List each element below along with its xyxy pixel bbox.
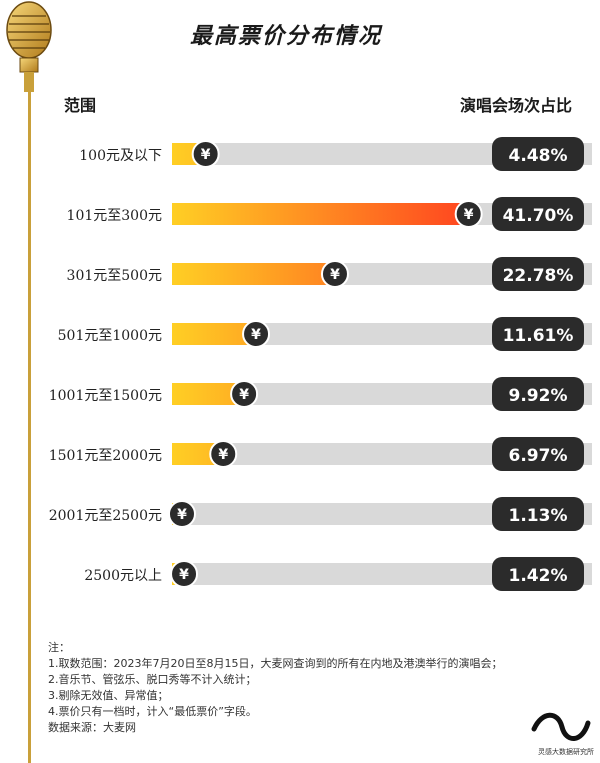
value-label: 11.61% xyxy=(503,326,574,346)
yuan-marker-symbol: ¥ xyxy=(218,447,228,463)
yuan-marker-symbol: ¥ xyxy=(179,567,189,583)
value-badge xyxy=(492,197,584,231)
microphone-stand xyxy=(28,90,31,763)
bar-track xyxy=(172,143,592,165)
notes: 注： 1.取数范围：2023年7月20日至8月15日，大麦网查询到的所有在内地及… xyxy=(48,640,588,736)
category-label: 2001元至2500元 xyxy=(49,508,162,524)
microphone-icon xyxy=(6,1,52,92)
price-distribution-chart: 100元及以下 ¥4.48% 101元至300元 ¥41.70% 301元至500元 ¥2… xyxy=(49,137,592,591)
brand-name: 灵感大数据研究所 xyxy=(538,748,594,756)
value-badge xyxy=(492,557,584,591)
note-line: 1.取数范围：2023年7月20日至8月15日，大麦网查询到的所有在内地及港澳举… xyxy=(48,657,503,670)
category-label: 301元至500元 xyxy=(67,268,162,284)
value-badge xyxy=(492,497,584,531)
category-label: 2500元以上 xyxy=(84,568,162,584)
yuan-marker-symbol: ¥ xyxy=(251,327,261,343)
yuan-marker-symbol: ¥ xyxy=(464,207,474,223)
value-badge xyxy=(492,377,584,411)
bar xyxy=(172,443,222,465)
note-line: 4.票价只有一档时，计入“最低票价”字段。 xyxy=(48,705,257,718)
value-badge xyxy=(492,137,584,171)
bar-track xyxy=(172,443,592,465)
bar-track xyxy=(172,383,592,405)
category-label: 101元至300元 xyxy=(67,208,162,224)
yuan-marker-icon xyxy=(242,320,271,348)
yuan-marker-icon xyxy=(170,560,199,588)
category-label: 1001元至1500元 xyxy=(49,388,162,404)
value-label: 1.42% xyxy=(509,566,568,586)
bar-track xyxy=(172,503,592,525)
bar xyxy=(172,263,333,285)
value-label: 22.78% xyxy=(503,266,574,286)
note-line: 数据来源：大麦网 xyxy=(48,721,136,734)
category-label: 1501元至2000元 xyxy=(49,448,162,464)
yuan-marker-symbol: ¥ xyxy=(330,267,340,283)
column-header-share: 演唱会场次占比 xyxy=(459,96,572,115)
column-header-range: 范围 xyxy=(64,96,97,115)
value-label: 4.48% xyxy=(509,146,568,166)
value-badge xyxy=(492,257,584,291)
yuan-marker-icon xyxy=(230,380,259,408)
bar xyxy=(172,323,255,345)
yuan-marker-icon xyxy=(320,260,349,288)
note-line: 2.音乐节、管弦乐、脱口秀等不计入统计； xyxy=(48,673,257,686)
yuan-marker-symbol: ¥ xyxy=(201,147,211,163)
bar xyxy=(172,203,467,225)
yuan-marker-icon xyxy=(209,440,238,468)
bar xyxy=(172,383,243,405)
value-label: 9.92% xyxy=(509,386,568,406)
yuan-marker-icon xyxy=(167,500,196,528)
brand-logo-icon xyxy=(531,712,591,741)
yuan-marker-icon xyxy=(191,140,220,168)
bar-track xyxy=(172,563,592,585)
page-title: 最高票价分布情况 xyxy=(190,24,383,49)
value-label: 6.97% xyxy=(509,446,568,466)
category-label: 100元及以下 xyxy=(79,148,162,164)
bar-track xyxy=(172,323,592,345)
value-badge xyxy=(492,437,584,471)
value-badge xyxy=(492,317,584,351)
note-line: 注： xyxy=(48,641,70,654)
yuan-marker-symbol: ¥ xyxy=(239,387,249,403)
value-label: 41.70% xyxy=(503,206,574,226)
note-line: 3.剔除无效值、异常值； xyxy=(48,689,169,702)
yuan-marker-icon xyxy=(454,200,483,228)
category-label: 501元至1000元 xyxy=(58,328,162,344)
yuan-marker-symbol: ¥ xyxy=(177,507,187,523)
value-label: 1.13% xyxy=(509,506,568,526)
